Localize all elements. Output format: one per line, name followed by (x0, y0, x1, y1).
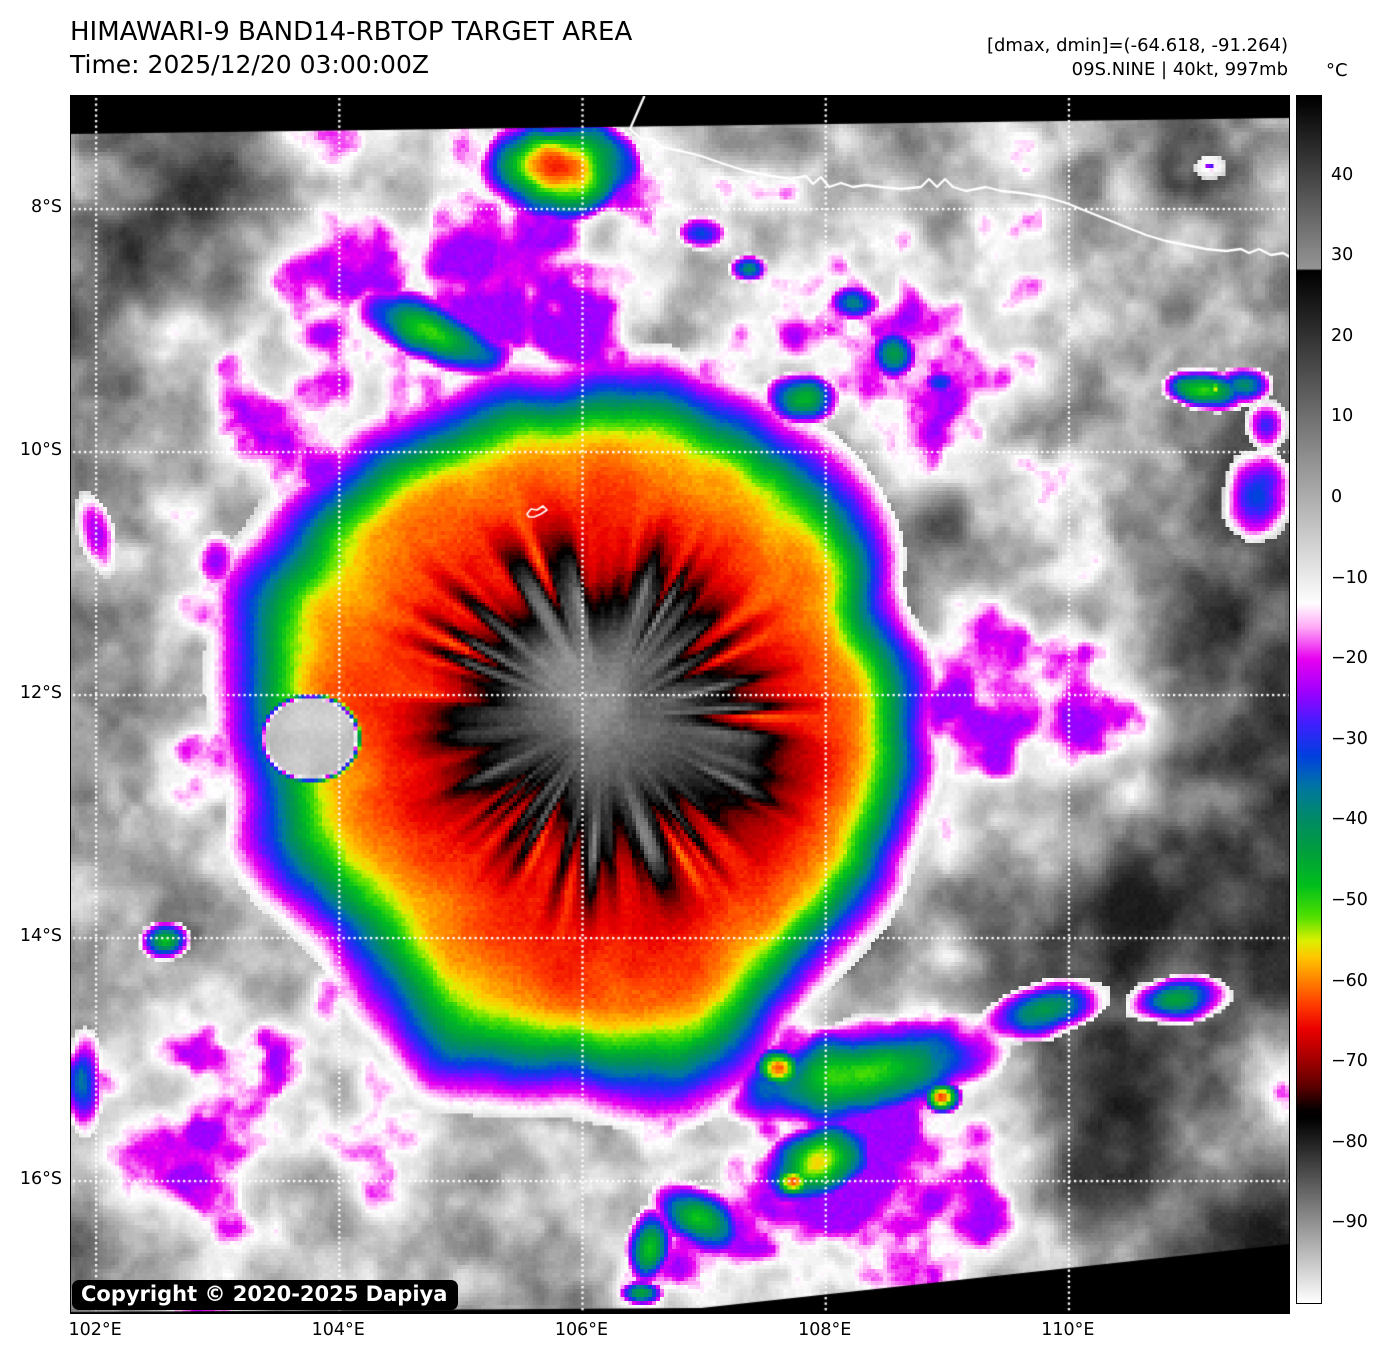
satellite-plot: Copyright © 2020-2025 Dapiya (70, 95, 1290, 1314)
y-axis-tick-label: 8°S (31, 197, 62, 217)
map-overlay-canvas (71, 96, 1289, 1313)
y-axis-tick-label: 16°S (19, 1169, 62, 1190)
colorbar-unit-label: °C (1326, 60, 1348, 81)
colorbar-tick-label: −90 (1331, 1212, 1368, 1233)
x-axis-tick-label: 104°E (311, 1320, 365, 1340)
storm-info-readout: 09S.NINE | 40kt, 997mb (1071, 58, 1288, 80)
colorbar-tick-label: −30 (1331, 728, 1368, 749)
colorbar (1296, 95, 1322, 1304)
y-axis-tick-label: 14°S (19, 926, 62, 947)
colorbar-tick-label: −40 (1331, 809, 1368, 830)
colorbar-tick-label: −70 (1331, 1051, 1368, 1072)
colorbar-canvas (1297, 96, 1321, 1303)
colorbar-tick-label: −20 (1331, 648, 1368, 669)
colorbar-tick-label: 30 (1331, 245, 1354, 266)
x-axis-tick-label: 110°E (1041, 1320, 1095, 1340)
colorbar-tick-label: −60 (1331, 970, 1368, 991)
colorbar-tick-label: 40 (1331, 164, 1354, 185)
page-title: HIMAWARI-9 BAND14-RBTOP TARGET AREA (70, 17, 633, 47)
colorbar-tick-label: −10 (1331, 567, 1368, 588)
x-axis-tick-label: 102°E (68, 1320, 122, 1340)
copyright-badge: Copyright © 2020-2025 Dapiya (72, 1280, 459, 1310)
colorbar-tick-label: −80 (1331, 1131, 1368, 1152)
colorbar-tick-label: −50 (1331, 890, 1368, 910)
x-axis-tick-label: 108°E (798, 1320, 852, 1340)
readout-block: [dmax, dmin]=(-64.618, -91.264) 09S.NINE… (688, 34, 1288, 82)
colorbar-tick-label: 10 (1331, 406, 1354, 427)
y-axis-tick-label: 12°S (19, 683, 62, 704)
timestamp: Time: 2025/12/20 03:00:00Z (70, 50, 429, 79)
colorbar-tick-label: 0 (1331, 487, 1343, 507)
dmax-dmin-readout: [dmax, dmin]=(-64.618, -91.264) (986, 35, 1288, 56)
x-axis-tick-label: 106°E (554, 1320, 609, 1340)
y-axis-tick-label: 10°S (19, 440, 62, 460)
colorbar-tick-label: 20 (1331, 325, 1354, 346)
